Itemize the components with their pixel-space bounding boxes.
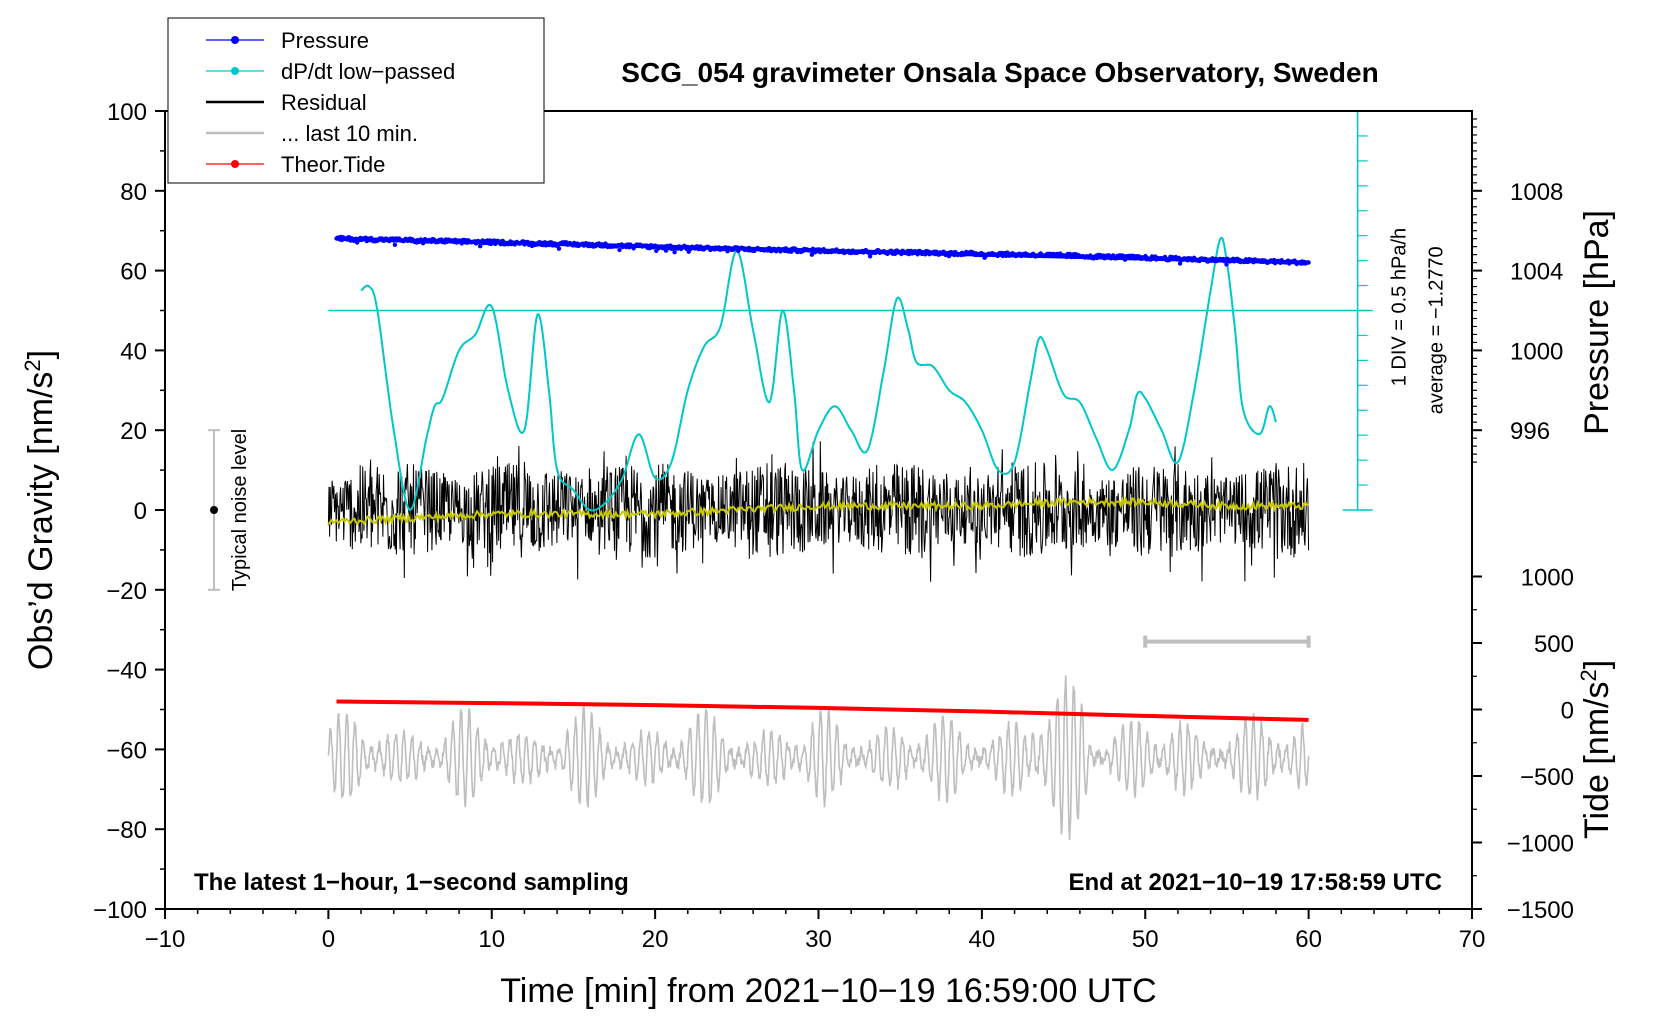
series-layer [327,110,1373,841]
x-tick-label: 40 [969,926,996,953]
x-tick-label: −10 [145,926,186,953]
tide-tick-label: −500 [1520,764,1574,791]
tide-tick-label: −1000 [1507,830,1574,857]
y-tick-label: −100 [93,897,147,924]
end-time-note: End at 2021−10−19 17:58:59 UTC [1068,869,1442,896]
x-axis-title: Time [min] from 2021−10−19 16:59:00 UTC [500,972,1156,1010]
y-tick-label: 80 [120,179,147,206]
x-tick-label: 20 [642,926,669,953]
y-tick-label: −20 [106,578,147,605]
y-tick-label: −80 [106,817,147,844]
legend-swatch-dot [231,67,239,75]
pressure-point [617,247,622,253]
tide-tick-label: −1500 [1507,897,1574,924]
x-tick-label: 10 [478,926,505,953]
legend-label: Theor.Tide [281,152,385,177]
x-tick-label: 60 [1295,926,1322,953]
dpdt-average-label: average = −1.2770 [1426,246,1448,414]
x-tick-label: 30 [805,926,832,953]
y-tick-label: −60 [106,737,147,764]
x-tick-label: 0 [322,926,335,953]
pressure-tick-label: 1008 [1510,179,1563,206]
pressure-tick-label: 1004 [1510,259,1563,286]
tide-tick-label: 1000 [1521,565,1574,592]
x-tick-label: 50 [1132,926,1159,953]
dpdt-line [360,236,1277,512]
legend-swatch-dot [231,160,239,168]
pressure-point [392,242,398,247]
y-tick-label: 60 [120,259,147,286]
y-tick-label: −40 [106,658,147,685]
pressure-point [1224,262,1229,267]
y-tick-label: 40 [120,338,147,365]
legend-box [167,17,545,184]
x-tick-label: 70 [1459,926,1486,953]
pressure-tick-label: 1000 [1510,338,1563,365]
legend-label: Pressure [281,28,369,53]
tide-tick-label: 0 [1561,698,1574,725]
y-axis-title: Obs’d Gravity [nm/s2] [20,350,60,670]
last-10min-line [327,675,1310,841]
pressure-tick-label: 996 [1510,418,1550,445]
y-tick-label: 0 [134,498,147,525]
legend-label: dP/dt low−passed [281,59,455,84]
pressure-point [556,246,562,251]
legend-label: ... last 10 min. [281,121,418,146]
pressure-point [672,250,677,255]
residual-smoothed-line [327,495,1309,526]
tide-axis-title: Tide [nm/s2] [1576,660,1616,839]
dpdt-scale-label: 1 DIV = 0.5 hPa/h [1389,228,1411,386]
residual-line [327,441,1310,582]
theor-tide-line [336,699,1309,722]
pressure-axis-title: Pressure [hPa] [1578,210,1616,435]
legend: Pressure dP/dt low−passed Residual ... last… [167,17,545,184]
pressure-line [336,236,1309,265]
y-tick-label: 100 [107,99,147,126]
legend-label: Residual [281,90,367,115]
sampling-note: The latest 1−hour, 1−second sampling [194,869,629,896]
y-tick-label: 20 [120,418,147,445]
noise-level-dot [210,506,219,514]
legend-swatch-dot [231,36,239,44]
tide-tick-label: 500 [1534,631,1574,658]
chart-title: SCG_054 gravimeter Onsala Space Observat… [621,57,1378,88]
noise-level-label: Typical noise level [229,429,251,591]
pressure-point [1177,261,1183,266]
annotations-layer: SCG_054 gravimeter Onsala Space Observat… [194,57,1448,896]
